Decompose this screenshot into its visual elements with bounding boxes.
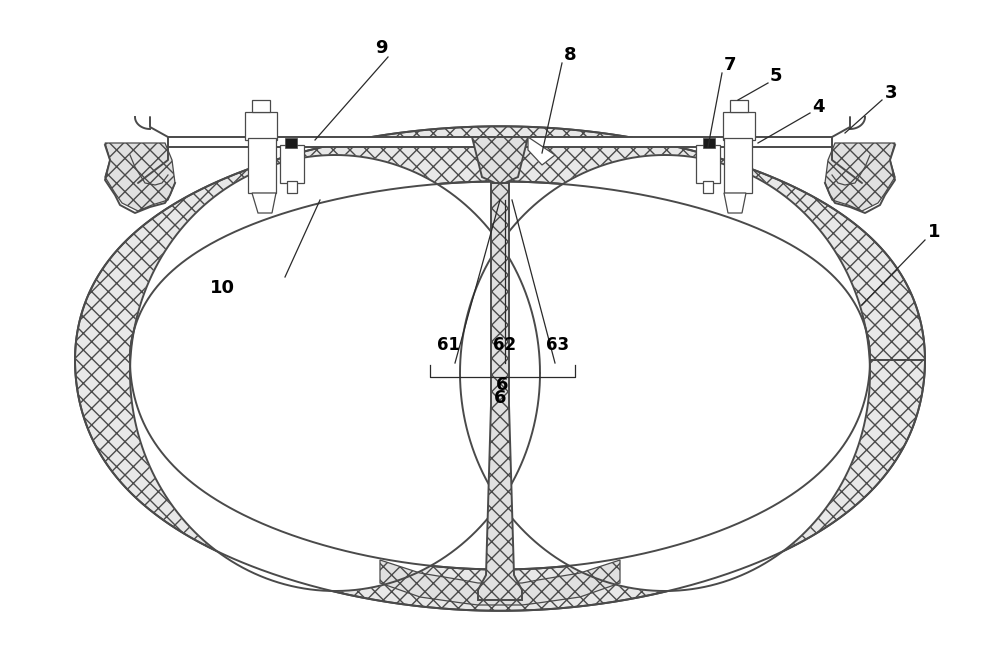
Bar (168, 137, 832, 147)
Bar (703, 138, 715, 148)
Bar (723, 112, 755, 140)
Text: 4: 4 (812, 98, 824, 116)
Bar (280, 145, 304, 183)
Text: 63: 63 (546, 336, 570, 354)
Polygon shape (75, 126, 925, 611)
Text: 6: 6 (494, 389, 506, 407)
Text: 10: 10 (210, 279, 235, 297)
Text: 9: 9 (375, 39, 388, 57)
Polygon shape (252, 193, 276, 213)
Text: 1: 1 (928, 223, 940, 241)
Text: 61: 61 (437, 336, 460, 354)
Text: 62: 62 (493, 336, 517, 354)
Bar (724, 138, 752, 193)
Text: 5: 5 (770, 67, 782, 85)
Polygon shape (380, 560, 620, 605)
Bar (252, 100, 270, 112)
Bar (285, 138, 297, 148)
Polygon shape (825, 143, 895, 211)
Bar (703, 181, 713, 193)
Polygon shape (460, 155, 870, 591)
Polygon shape (724, 193, 746, 213)
Text: 6: 6 (496, 376, 508, 394)
Polygon shape (472, 137, 528, 183)
Bar (287, 181, 297, 193)
Bar (730, 100, 748, 112)
Bar (248, 138, 276, 193)
Bar (245, 112, 277, 140)
Text: 8: 8 (564, 46, 577, 64)
Polygon shape (130, 181, 870, 569)
Polygon shape (105, 143, 175, 211)
Bar (696, 145, 720, 183)
Polygon shape (130, 155, 540, 591)
Polygon shape (528, 137, 555, 165)
Polygon shape (478, 183, 522, 600)
Text: 3: 3 (885, 84, 898, 102)
Text: 7: 7 (724, 56, 736, 74)
